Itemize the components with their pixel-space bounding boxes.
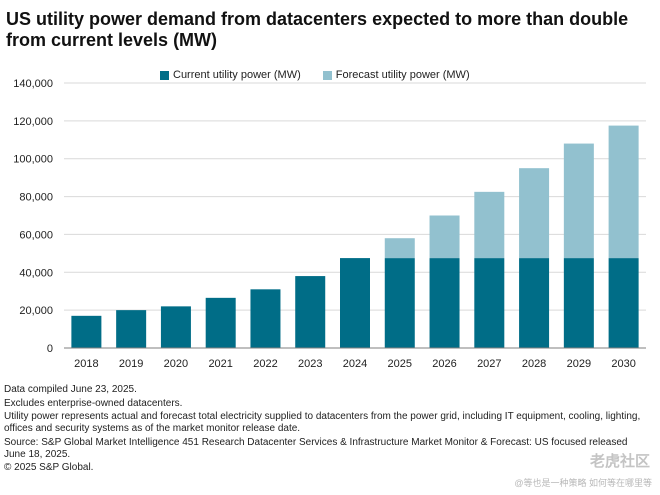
x-tick-label: 2028 — [522, 358, 546, 370]
x-tick-label: 2018 — [74, 358, 98, 370]
note-copyright: © 2025 S&P Global. — [4, 462, 94, 474]
x-tick-label: 2022 — [253, 358, 277, 370]
bar-current — [519, 258, 550, 348]
y-tick-label: 80,000 — [19, 192, 53, 204]
y-tick-label: 140,000 — [13, 78, 53, 90]
x-tick-label: 2030 — [611, 358, 635, 370]
bar-forecast — [429, 215, 460, 259]
bar-forecast — [384, 238, 415, 259]
x-tick-label: 2027 — [477, 358, 501, 370]
y-tick-label: 0 — [47, 343, 53, 355]
chart-legend: Current utility power (MW) Forecast util… — [160, 68, 492, 82]
x-tick-label: 2020 — [164, 358, 188, 370]
x-tick-label: 2029 — [567, 358, 591, 370]
chart-notes: Data compiled June 23, 2025. Excludes en… — [4, 384, 644, 476]
legend-label-forecast: Forecast utility power (MW) — [335, 69, 470, 81]
bar-current — [295, 276, 326, 348]
bar-current — [563, 258, 594, 348]
x-tick-label: 2019 — [119, 358, 143, 370]
bar-forecast — [608, 125, 639, 259]
x-tick-label: 2021 — [208, 358, 232, 370]
chart-title: US utility power demand from datacenters… — [6, 9, 629, 50]
bar-forecast — [474, 191, 505, 259]
x-tick-label: 2026 — [432, 358, 456, 370]
y-tick-label: 100,000 — [13, 154, 53, 166]
bar-current — [384, 258, 415, 348]
bar-current — [250, 289, 281, 348]
bar-current — [116, 310, 147, 348]
bar-current — [340, 258, 370, 348]
watermark-text: @等也是一种策略 如何等在哪里等 — [514, 478, 652, 488]
stacked-bar-chart: 0 20,000 40,000 60,000 80,000 100,000 120,000 1… — [13, 78, 646, 370]
note-exclusion: Excludes enterprise-owned datacenters. — [4, 397, 183, 409]
note-definition: Utility power represents actual and fore… — [4, 411, 641, 435]
note-source: Source: S&P Global Market Intelligence 4… — [4, 436, 628, 460]
bar-current — [429, 258, 460, 348]
note-data-compiled: Data compiled June 23, 2025. — [4, 384, 137, 395]
legend-swatch-forecast — [322, 70, 332, 80]
y-tick-label: 20,000 — [19, 305, 53, 317]
bar-forecast — [563, 143, 594, 259]
x-tick-label: 2024 — [343, 358, 367, 370]
bar-current — [160, 306, 191, 348]
x-tick-label: 2025 — [388, 358, 412, 370]
watermark: 老虎社区 @等也是一种策略 如何等在哪里等 — [472, 448, 660, 495]
x-tick-label: 2023 — [298, 358, 322, 370]
y-tick-label: 60,000 — [19, 229, 53, 241]
legend-label-current: Current utility power (MW) — [173, 69, 301, 81]
legend-swatch-current — [160, 70, 169, 80]
y-tick-label: 40,000 — [19, 267, 53, 279]
y-tick-label: 120,000 — [13, 116, 53, 128]
legend-item-forecast: Forecast utility power (MW) — [322, 69, 470, 81]
bar-current — [71, 315, 102, 348]
watermark-logo: 老虎社区 — [589, 453, 650, 470]
legend-item-current: Current utility power (MW) — [160, 69, 301, 81]
bar-current — [205, 297, 236, 348]
bar-current — [608, 258, 639, 348]
bar-current — [474, 258, 505, 348]
bar-forecast — [519, 168, 550, 259]
